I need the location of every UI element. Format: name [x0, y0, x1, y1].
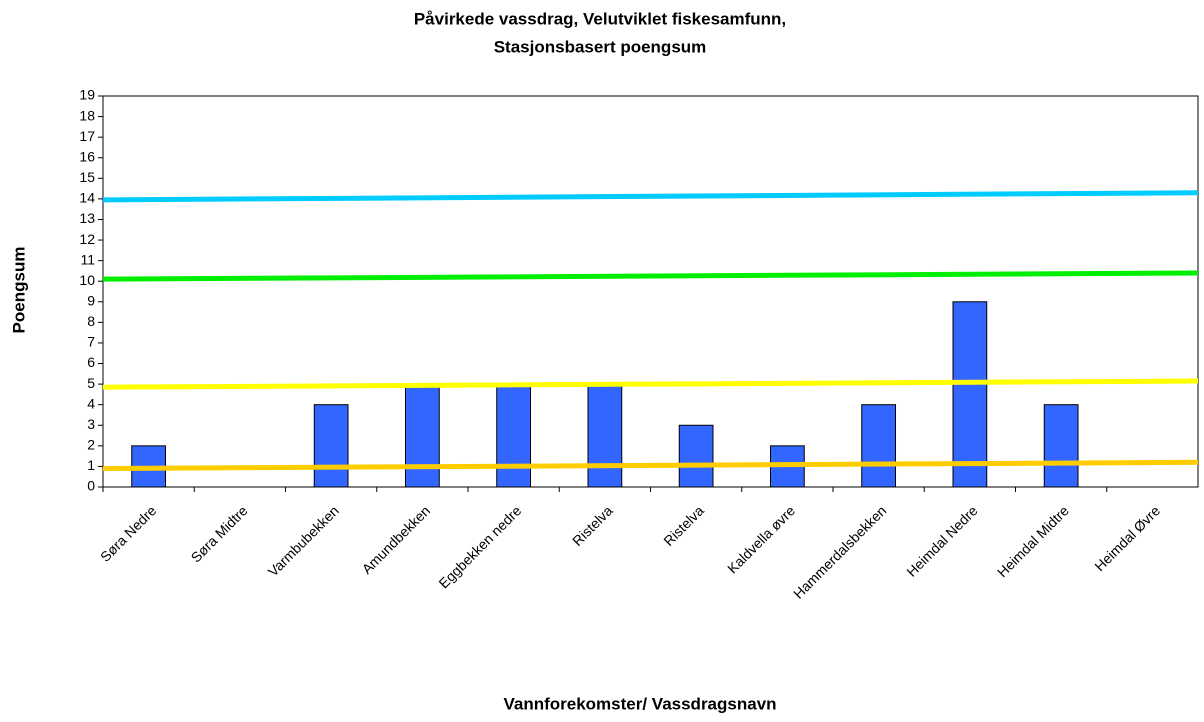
x-tick-label: Heimdal Midtre: [994, 502, 1072, 580]
y-tick-label: 11: [80, 251, 95, 267]
bar: [587, 383, 623, 488]
bar: [678, 424, 714, 488]
y-tick-label: 1: [87, 457, 95, 473]
reference-line: [102, 459, 1199, 471]
y-tick-label: 9: [87, 292, 95, 308]
y-tick-label: 18: [79, 107, 95, 123]
bar: [404, 383, 440, 488]
y-tick-label: 10: [79, 272, 95, 288]
x-tick-label: Ristelva: [569, 502, 616, 549]
y-tick-label: 13: [79, 210, 95, 226]
x-tick-label: Ristelva: [660, 502, 707, 549]
y-tick-label: 3: [87, 416, 95, 432]
y-tick-label: 0: [87, 478, 95, 494]
x-tick-label: Søra Midtre: [188, 502, 251, 565]
bar: [952, 301, 988, 488]
reference-line: [102, 378, 1199, 390]
y-tick-label: 7: [87, 334, 95, 350]
y-tick-label: 15: [79, 169, 95, 185]
bar: [861, 404, 897, 488]
chart-title: Stasjonsbasert poengsum: [494, 37, 707, 56]
x-tick-label: Kaldvella øvre: [724, 502, 798, 576]
y-tick-label: 17: [79, 128, 95, 144]
y-tick-label: 2: [87, 437, 95, 453]
x-tick-label: Hammerdalsbekken: [790, 502, 889, 601]
y-axis-label: Poengsum: [9, 247, 28, 334]
y-tick-label: 16: [79, 148, 95, 164]
bar: [496, 383, 532, 488]
x-tick-label: Eggbekken nedre: [435, 502, 524, 591]
plot-area: [102, 95, 1199, 488]
x-axis-label: Vannforekomster/ Vassdragsnavn: [503, 694, 776, 713]
x-tick-label: Varmbubekken: [265, 502, 342, 579]
y-tick-label: 14: [79, 190, 95, 206]
y-tick-label: 8: [87, 313, 95, 329]
y-tick-label: 5: [87, 375, 95, 391]
x-tick-label: Heimdal Øvre: [1091, 502, 1163, 574]
x-tick-label: Søra Nedre: [97, 502, 160, 565]
reference-line: [102, 270, 1199, 282]
bar: [1043, 404, 1079, 488]
bar: [313, 404, 349, 488]
y-tick-label: 6: [87, 354, 95, 370]
y-tick-label: 12: [79, 231, 95, 247]
x-tick-label: Heimdal Nedre: [903, 502, 980, 579]
x-tick-label: Amundbekken: [359, 502, 434, 577]
y-tick-label: 19: [79, 87, 95, 103]
y-tick-label: 4: [87, 395, 95, 411]
chart-title: Påvirkede vassdrag, Velutviklet fiskesam…: [414, 9, 786, 28]
reference-line: [102, 190, 1199, 203]
